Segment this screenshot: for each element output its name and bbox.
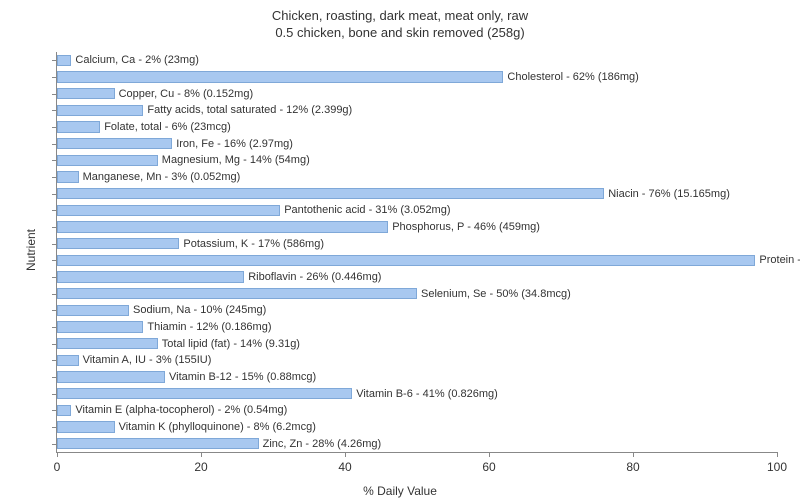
chart-container: Chicken, roasting, dark meat, meat only,…	[0, 0, 800, 500]
bar	[57, 171, 79, 183]
x-tick	[201, 452, 202, 457]
bar-label: Vitamin K (phylloquinone) - 8% (6.2mcg)	[119, 422, 316, 433]
bar	[57, 155, 158, 167]
bar	[57, 405, 71, 417]
y-tick	[52, 144, 57, 145]
y-tick	[52, 210, 57, 211]
y-tick	[52, 110, 57, 111]
bar-label: Calcium, Ca - 2% (23mg)	[75, 55, 198, 66]
y-tick	[52, 177, 57, 178]
title-line2: 0.5 chicken, bone and skin removed (258g…	[275, 25, 524, 40]
bar	[57, 305, 129, 317]
bar	[57, 138, 172, 150]
bar	[57, 255, 755, 267]
y-tick	[52, 227, 57, 228]
bar	[57, 121, 100, 133]
bar	[57, 88, 115, 100]
y-tick	[52, 244, 57, 245]
bar	[57, 321, 143, 333]
y-tick	[52, 60, 57, 61]
y-tick	[52, 77, 57, 78]
y-tick	[52, 427, 57, 428]
y-tick	[52, 344, 57, 345]
y-tick	[52, 260, 57, 261]
y-tick	[52, 310, 57, 311]
bar	[57, 288, 417, 300]
plot-area: 020406080100Calcium, Ca - 2% (23mg)Chole…	[56, 52, 777, 453]
bar-label: Copper, Cu - 8% (0.152mg)	[119, 89, 254, 100]
bar	[57, 438, 259, 450]
bar-label: Potassium, K - 17% (586mg)	[183, 239, 324, 250]
y-tick	[52, 377, 57, 378]
y-tick	[52, 444, 57, 445]
bar	[57, 205, 280, 217]
x-tick-label: 80	[626, 460, 639, 474]
bar-label: Vitamin A, IU - 3% (155IU)	[83, 355, 212, 366]
bar-label: Iron, Fe - 16% (2.97mg)	[176, 139, 293, 150]
x-tick	[345, 452, 346, 457]
x-tick	[633, 452, 634, 457]
bar-label: Niacin - 76% (15.165mg)	[608, 189, 730, 200]
x-tick	[57, 452, 58, 457]
bar-label: Manganese, Mn - 3% (0.052mg)	[83, 172, 241, 183]
bar	[57, 55, 71, 67]
bar-label: Sodium, Na - 10% (245mg)	[133, 305, 266, 316]
bar-label: Cholesterol - 62% (186mg)	[507, 72, 638, 83]
bar	[57, 421, 115, 433]
bar-label: Protein - 97% (48.35g)	[759, 255, 800, 266]
bar	[57, 238, 179, 250]
x-tick-label: 20	[194, 460, 207, 474]
bar	[57, 355, 79, 367]
bar-label: Vitamin B-6 - 41% (0.826mg)	[356, 389, 498, 400]
bar-label: Riboflavin - 26% (0.446mg)	[248, 272, 381, 283]
x-axis-label: % Daily Value	[0, 484, 800, 498]
bar	[57, 188, 604, 200]
bar-label: Vitamin B-12 - 15% (0.88mcg)	[169, 372, 316, 383]
x-tick-label: 60	[482, 460, 495, 474]
bar-label: Fatty acids, total saturated - 12% (2.39…	[147, 105, 352, 116]
x-tick	[777, 452, 778, 457]
y-tick	[52, 410, 57, 411]
bar	[57, 271, 244, 283]
x-tick-label: 0	[54, 460, 61, 474]
bar	[57, 71, 503, 83]
bar-label: Total lipid (fat) - 14% (9.31g)	[162, 339, 300, 350]
y-tick	[52, 360, 57, 361]
bar-label: Zinc, Zn - 28% (4.26mg)	[263, 439, 382, 450]
bar-label: Selenium, Se - 50% (34.8mcg)	[421, 289, 571, 300]
y-tick	[52, 394, 57, 395]
bar	[57, 388, 352, 400]
y-tick	[52, 294, 57, 295]
y-tick	[52, 127, 57, 128]
bar-label: Vitamin E (alpha-tocopherol) - 2% (0.54m…	[75, 405, 287, 416]
bar-label: Phosphorus, P - 46% (459mg)	[392, 222, 540, 233]
y-tick	[52, 160, 57, 161]
bar	[57, 105, 143, 117]
bar	[57, 338, 158, 350]
chart-title: Chicken, roasting, dark meat, meat only,…	[0, 0, 800, 42]
bar-label: Folate, total - 6% (23mcg)	[104, 122, 231, 133]
bar-label: Pantothenic acid - 31% (3.052mg)	[284, 205, 450, 216]
bar-label: Thiamin - 12% (0.186mg)	[147, 322, 271, 333]
y-tick	[52, 94, 57, 95]
title-line1: Chicken, roasting, dark meat, meat only,…	[272, 8, 528, 23]
x-tick-label: 40	[338, 460, 351, 474]
bar-label: Magnesium, Mg - 14% (54mg)	[162, 155, 310, 166]
bar	[57, 221, 388, 233]
y-tick	[52, 327, 57, 328]
x-tick-label: 100	[767, 460, 787, 474]
x-tick	[489, 452, 490, 457]
y-axis-label: Nutrient	[24, 229, 38, 271]
y-tick	[52, 194, 57, 195]
bar	[57, 371, 165, 383]
y-tick	[52, 277, 57, 278]
